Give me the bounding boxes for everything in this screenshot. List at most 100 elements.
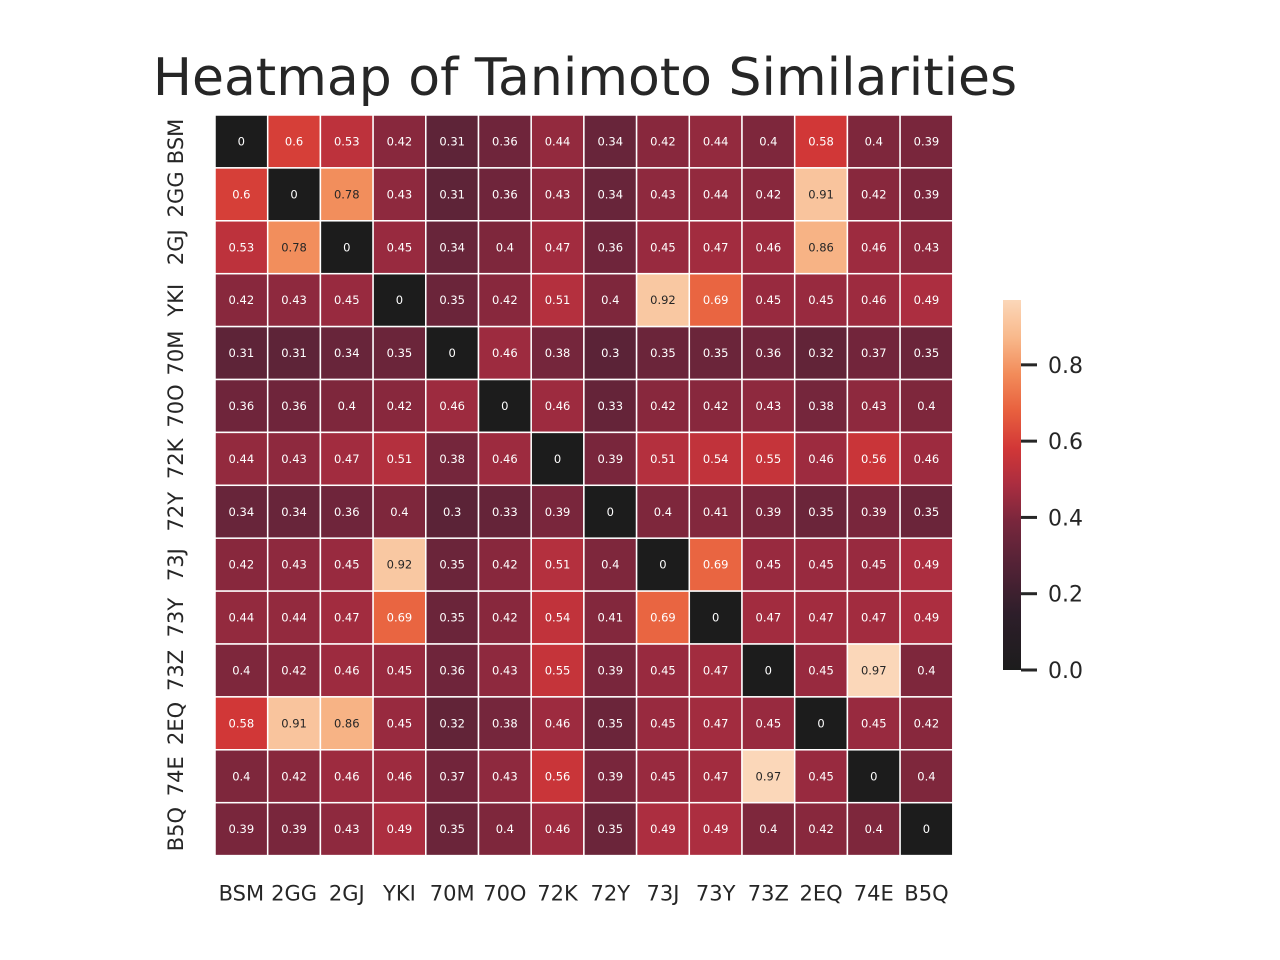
heatmap-cell-label: 0.6 <box>285 134 303 148</box>
heatmap-cell <box>741 378 796 434</box>
heatmap-cell-label: 0 <box>343 240 350 254</box>
heatmap-cell <box>793 272 849 328</box>
heatmap-cell-label: 0.3 <box>443 505 461 519</box>
heatmap-cell-label: 0.36 <box>334 505 360 519</box>
heatmap-cell-label: 0.78 <box>281 240 307 254</box>
heatmap-cell-label: 0.49 <box>914 558 940 572</box>
heatmap-cell <box>583 325 638 381</box>
heatmap-cell-label: 0.46 <box>387 769 413 783</box>
heatmap-cell <box>477 643 532 698</box>
heatmap-cell <box>793 114 849 169</box>
heatmap-cell-label: 0 <box>870 769 877 783</box>
heatmap-cell <box>846 643 901 698</box>
heatmap-cell-label: 0.4 <box>601 558 619 572</box>
y-tick-label: 73Z <box>164 650 188 691</box>
heatmap-cell <box>741 167 796 222</box>
colorbar-tick-label: 0.4 <box>1048 506 1083 531</box>
heatmap-cell-label: 0.47 <box>334 611 360 625</box>
heatmap-cell <box>846 272 901 328</box>
heatmap-cell <box>214 484 269 539</box>
heatmap-cell <box>846 484 901 539</box>
heatmap-cell-label: 0.4 <box>917 399 935 413</box>
heatmap-cell-label: 0 <box>765 663 772 677</box>
heatmap-cell <box>530 272 585 328</box>
heatmap-cell-label: 0.4 <box>759 134 777 148</box>
heatmap-cell <box>319 643 374 698</box>
heatmap-cell-label: 0.4 <box>865 134 883 148</box>
heatmap-cell-label: 0.4 <box>654 505 672 519</box>
heatmap-cell <box>372 167 427 222</box>
heatmap-cell <box>846 801 901 857</box>
heatmap-cell-label: 0.43 <box>756 399 782 413</box>
heatmap-cell-label: 0.45 <box>650 663 676 677</box>
heatmap-cell-label: 0.33 <box>492 505 518 519</box>
heatmap-cell-label: 0 <box>607 505 614 519</box>
x-tick-label: 74E <box>854 882 894 906</box>
heatmap-cell <box>635 484 691 539</box>
heatmap-cell-label: 0.42 <box>492 611 518 625</box>
heatmap-cell-label: 0.4 <box>496 822 514 836</box>
heatmap-cell <box>214 272 269 328</box>
heatmap-cell <box>741 484 796 539</box>
heatmap-cell-label: 0.35 <box>439 293 465 307</box>
heatmap-cell-label: 0.31 <box>439 187 465 201</box>
heatmap-cell <box>266 220 322 275</box>
heatmap-cell <box>899 643 954 698</box>
heatmap-cell-label: 0.43 <box>492 663 518 677</box>
heatmap-cell-label: 0.97 <box>756 769 782 783</box>
heatmap-cell-label: 0.45 <box>650 716 676 730</box>
heatmap-cell-label: 0.47 <box>861 611 887 625</box>
heatmap-cell-label: 0.35 <box>914 505 940 519</box>
heatmap-cell-label: 0.45 <box>756 558 782 572</box>
heatmap-cell <box>688 272 743 328</box>
heatmap-cell <box>319 431 374 487</box>
heatmap-cell <box>846 220 901 275</box>
heatmap-cell <box>688 378 743 434</box>
y-tick-label: 2GG <box>164 171 188 217</box>
heatmap-cell-label: 0.45 <box>334 293 360 307</box>
heatmap-cell <box>530 167 585 222</box>
heatmap-cell-label: 0.44 <box>545 134 571 148</box>
heatmap-cell-label: 0.35 <box>597 822 623 836</box>
heatmap-cell <box>214 114 269 169</box>
heatmap-cell <box>477 325 532 381</box>
heatmap-cell-label: 0.45 <box>861 716 887 730</box>
heatmap-cell-label: 0.4 <box>917 663 935 677</box>
heatmap-cell-label: 0.49 <box>914 293 940 307</box>
heatmap-cell-label: 0.4 <box>496 240 514 254</box>
heatmap-cell-label: 0 <box>659 558 666 572</box>
heatmap-cell <box>741 801 796 857</box>
heatmap-cell-label: 0.4 <box>232 663 250 677</box>
heatmap-cell-label: 0.46 <box>545 822 571 836</box>
heatmap-cell-label: 0.43 <box>914 240 940 254</box>
heatmap-cell-label: 0.39 <box>914 187 940 201</box>
heatmap-cell <box>793 801 849 857</box>
heatmap-cell-label: 0.43 <box>387 187 413 201</box>
heatmap-cell-label: 0.69 <box>387 611 413 625</box>
heatmap-cell-label: 0.35 <box>387 346 413 360</box>
heatmap-cell <box>583 801 638 857</box>
heatmap-cell <box>899 537 954 592</box>
heatmap-cell-label: 0.4 <box>917 769 935 783</box>
heatmap-cell-label: 0.58 <box>229 716 255 730</box>
heatmap-cell <box>319 167 374 222</box>
heatmap-cell-label: 0.36 <box>597 240 623 254</box>
heatmap-cell-label: 0.34 <box>439 240 465 254</box>
heatmap-cell-label: 0.51 <box>545 558 571 572</box>
heatmap-cell <box>846 696 901 751</box>
heatmap-cell-label: 0.43 <box>281 452 307 466</box>
heatmap-cell <box>899 325 954 381</box>
heatmap-cell-label: 0.44 <box>703 134 729 148</box>
heatmap-cell-label: 0.36 <box>492 134 518 148</box>
y-tick-label: 72K <box>164 437 188 479</box>
heatmap-cell <box>530 801 585 857</box>
heatmap-cell <box>319 537 374 592</box>
heatmap-cell-label: 0.35 <box>439 558 465 572</box>
heatmap-cell-label: 0.49 <box>914 611 940 625</box>
y-tick-label: BSM <box>164 119 188 165</box>
heatmap-cell-label: 0.49 <box>387 822 413 836</box>
heatmap-cell-label: 0.47 <box>703 663 729 677</box>
heatmap-cell-label: 0.47 <box>545 240 571 254</box>
heatmap-cell-label: 0 <box>501 399 508 413</box>
heatmap-cell <box>214 431 269 487</box>
